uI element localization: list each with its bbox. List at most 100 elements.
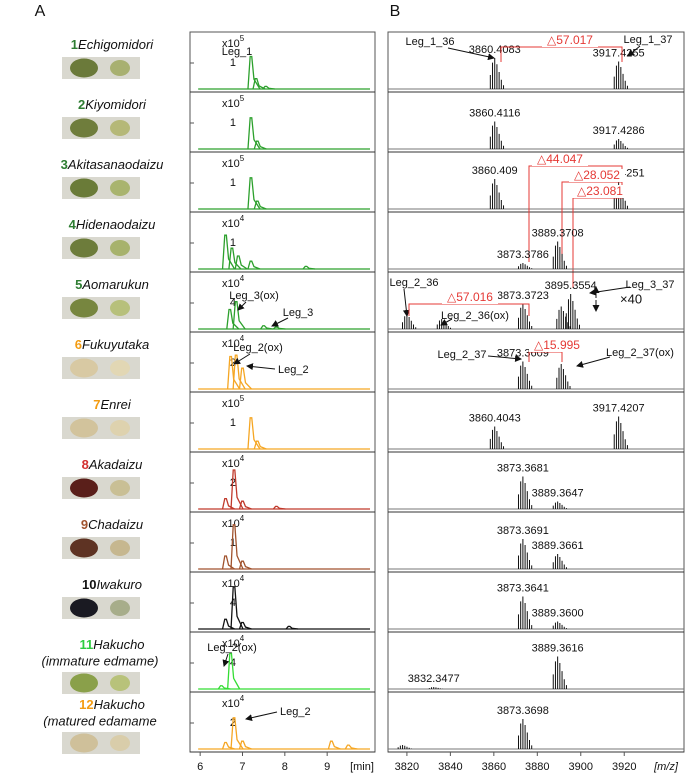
- x-axis-unit: [min]: [350, 761, 374, 773]
- sample-name: 7Enrei: [93, 397, 132, 412]
- delta-bg: [542, 34, 598, 47]
- delta-label: △44.047: [537, 152, 583, 166]
- mz-label: 3917.4286: [593, 125, 645, 137]
- chromatogram-peak: [272, 326, 286, 330]
- scale-label: x104: [222, 694, 245, 710]
- sample-number: 10: [82, 577, 96, 592]
- sample-label: Kiyomidori: [85, 97, 147, 112]
- y-tick-label: 4: [230, 297, 236, 309]
- chromatogram-peak: [247, 417, 261, 450]
- sample-label: Hidenaodaizu: [76, 217, 156, 232]
- scale-label: x104: [222, 214, 245, 230]
- scale-exponent: 4: [240, 574, 245, 583]
- spectrum-peak: [489, 121, 505, 149]
- sample-label: Hakucho: [94, 697, 145, 712]
- delta-label: △15.995: [534, 338, 580, 352]
- sample-label: Aomarukun: [81, 277, 148, 292]
- scale-prefix: x10: [222, 638, 240, 650]
- chromatogram-peak: [302, 265, 316, 270]
- chromatogram-peak: [247, 260, 261, 270]
- mz-label: 3860.4043: [469, 412, 521, 424]
- mz-label: 3873.3786: [497, 249, 549, 261]
- chromatogram-peak: [238, 500, 252, 510]
- scale-exponent: 5: [240, 154, 245, 163]
- sample-number: 12: [79, 697, 93, 712]
- sample-label: Hakucho: [93, 637, 144, 652]
- y-tick-label: 1: [230, 117, 236, 129]
- chromatogram-peak: [234, 255, 248, 270]
- scale-label: x104: [222, 634, 245, 650]
- sample-name: 6Fukuyutaka: [75, 337, 149, 352]
- x-tick-label: 3840: [438, 761, 462, 773]
- scale-label: x104: [222, 334, 245, 350]
- sample-label: Chadaizu: [88, 517, 143, 532]
- spectrum-peak: [428, 687, 444, 689]
- chromatogram-peak: [228, 247, 242, 270]
- sample-number: 1: [71, 37, 78, 52]
- chromatogram-peak: [238, 740, 252, 750]
- annotation-arrow: [237, 301, 247, 311]
- chromatogram-peak: [285, 625, 299, 630]
- spectrum-peak: [552, 656, 567, 689]
- spectrum-peak: [552, 621, 567, 629]
- spectrum-peak: [552, 501, 567, 509]
- mz-label: 3832.3477: [408, 673, 460, 685]
- chromatogram-peak: [230, 586, 244, 630]
- seed: [70, 478, 98, 498]
- spectrum-peak: [613, 139, 628, 149]
- sample-name: 10Iwakuro: [82, 577, 142, 592]
- chromatogram-peak: [232, 301, 246, 330]
- chromatogram-peak: [221, 618, 235, 630]
- chromatogram-peak: [217, 685, 231, 690]
- delta-bg: [572, 185, 628, 198]
- spectrum-peak: [402, 314, 417, 329]
- scale-label: x104: [222, 454, 245, 470]
- scale-exponent: 4: [240, 214, 245, 223]
- chromatogram-peak: [327, 740, 341, 750]
- chromatogram-peak: [262, 85, 275, 90]
- seed: [110, 60, 130, 76]
- seed: [110, 420, 130, 436]
- annotation-arrow: [245, 711, 278, 722]
- scale-prefix: x10: [222, 38, 240, 50]
- spectrum-peak: [517, 719, 533, 749]
- sample-name: 5Aomarukun: [75, 277, 149, 292]
- sample-number: 6: [75, 337, 82, 352]
- sample-number: 7: [93, 397, 100, 412]
- spectrum-peak: [552, 554, 567, 569]
- delta-label: △28.052: [574, 168, 620, 182]
- sample-name: 8Akadaizu: [82, 457, 143, 472]
- x-tick-label: 3860: [482, 761, 506, 773]
- spectrum-peak: [565, 294, 580, 329]
- sample-number: 11: [79, 637, 93, 652]
- chromatogram-peak: [253, 200, 267, 210]
- chromatogram-peak: [238, 367, 252, 390]
- spectrum-peak: [556, 364, 571, 389]
- peak-annotation: Leg_2: [278, 364, 309, 376]
- mz-label: 3873.3723: [497, 290, 549, 302]
- mz-label: 3860.409: [472, 165, 518, 177]
- chromatogram-peak: [221, 555, 235, 570]
- seed: [110, 540, 130, 556]
- scale-exponent: 5: [240, 94, 245, 103]
- mz-label: 3917.4207: [593, 402, 645, 414]
- peak-annotation: Leg_2: [280, 706, 311, 718]
- panel-label: A: [35, 3, 46, 20]
- sample-name: 9Chadaizu: [81, 517, 143, 532]
- chromatogram-peak: [272, 505, 286, 510]
- scale-prefix: x10: [222, 458, 240, 470]
- scale-exponent: 5: [240, 394, 245, 403]
- spectrum-peak: [397, 745, 412, 749]
- chromatogram-peak: [252, 77, 266, 90]
- chromatogram-peak: [232, 354, 246, 390]
- annotation-arrow: [402, 288, 410, 317]
- spectrum-peak: [518, 263, 533, 269]
- chromatogram-peak: [230, 524, 244, 570]
- sample-label: Fukuyutaka: [82, 337, 149, 352]
- scale-prefix: x10: [222, 278, 240, 290]
- scale-prefix: x10: [222, 578, 240, 590]
- spectrum-annotation: Leg_3_37: [626, 279, 675, 291]
- sample-number: 4: [69, 217, 77, 232]
- spectrum-peak: [613, 416, 628, 449]
- scale-prefix: x10: [222, 518, 240, 530]
